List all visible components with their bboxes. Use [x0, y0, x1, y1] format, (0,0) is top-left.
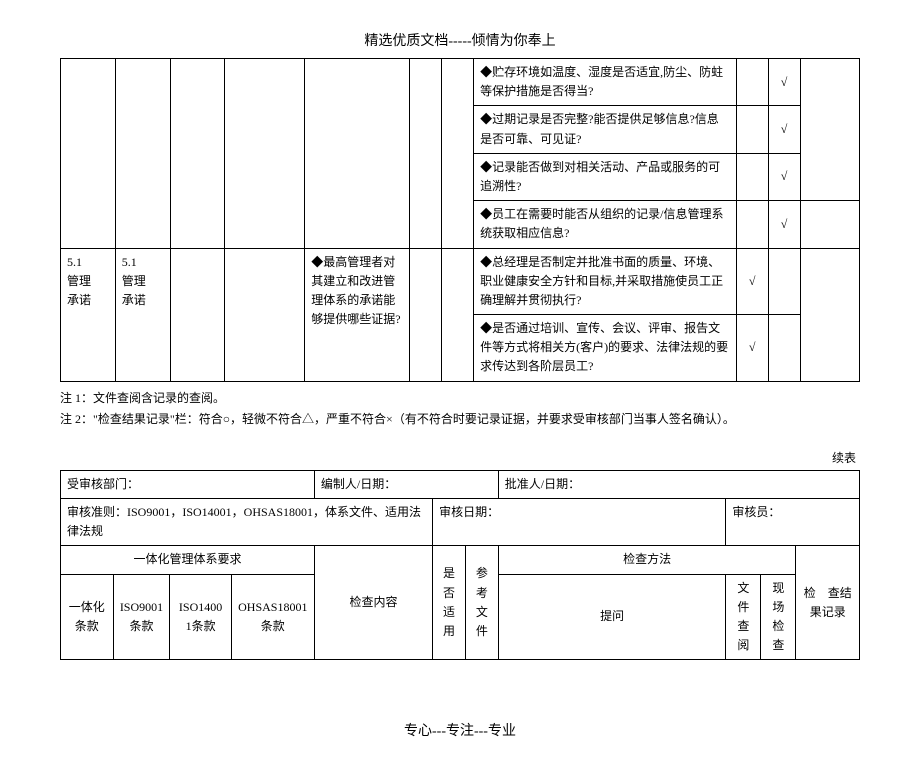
col-subheader: ISO14001条款	[170, 574, 231, 660]
note-2: 注 2："检查结果记录"栏：符合○，轻微不符合△，严重不符合×（有不符合时要记录…	[60, 409, 860, 431]
question-cell: ◆总经理是否制定并批准书面的质量、环境、职业健康安全方针和目标,并采取措施使员工…	[474, 248, 737, 315]
col-header: 检 查结果记录	[796, 546, 860, 660]
table-row: 审核准则：ISO9001，ISO14001，OHSAS18001，体系文件、适用…	[61, 499, 860, 546]
col-subheader: 一体化条款	[61, 574, 114, 660]
col-subheader: 提问	[498, 574, 726, 660]
clause-cell	[170, 248, 225, 381]
page-header: 精选优质文档-----倾情为你奉上	[60, 30, 860, 50]
content-cell: ◆最高管理者对其建立和改进管理体系的承诺能够提供哪些证据?	[305, 248, 410, 381]
clause-cell: 5.1 管理 承诺	[61, 248, 116, 381]
editor-cell: 编制人/日期：	[314, 470, 498, 498]
doc-check	[736, 201, 768, 248]
site-check: √	[768, 201, 800, 248]
audit-date-cell: 审核日期：	[433, 499, 726, 546]
col-header: 检查方法	[498, 546, 796, 574]
result-cell	[800, 201, 859, 248]
clause-cell	[225, 248, 305, 381]
site-check	[768, 248, 800, 315]
criteria-cell: 审核准则：ISO9001，ISO14001，OHSAS18001，体系文件、适用…	[61, 499, 433, 546]
site-check	[768, 315, 800, 382]
col-subheader: 现场检查	[761, 574, 796, 660]
site-check: √	[768, 106, 800, 153]
applicable-cell	[410, 248, 442, 381]
table-row: 一体化管理体系要求 检查内容 是否适用 参考文件 检查方法 检 查结果记录	[61, 546, 860, 574]
question-cell: ◆记录能否做到对相关活动、产品或服务的可追溯性?	[474, 153, 737, 200]
ref-cell	[442, 248, 474, 381]
audit-table-top: ◆贮存环境如温度、湿度是否适宜,防尘、防蛀等保护措施是否得当? √ ◆过期记录是…	[60, 58, 860, 382]
table-row: 受审核部门： 编制人/日期： 批准人/日期：	[61, 470, 860, 498]
question-cell: ◆贮存环境如温度、湿度是否适宜,防尘、防蛀等保护措施是否得当?	[474, 59, 737, 106]
col-header: 是否适用	[433, 546, 466, 660]
note-1: 注 1：文件查阅含记录的查阅。	[60, 388, 860, 410]
doc-check	[736, 106, 768, 153]
result-cell	[800, 248, 859, 381]
notes-block: 注 1：文件查阅含记录的查阅。 注 2："检查结果记录"栏：符合○，轻微不符合△…	[60, 388, 860, 431]
result-cell	[800, 59, 859, 201]
auditor-cell: 审核员：	[726, 499, 860, 546]
col-header: 检查内容	[314, 546, 432, 660]
dept-cell: 受审核部门：	[61, 470, 315, 498]
page-footer: 专心---专注---专业	[60, 720, 860, 740]
table-row: 5.1 管理 承诺 5.1 管理 承诺 ◆最高管理者对其建立和改进管理体系的承诺…	[61, 248, 860, 315]
question-cell: ◆员工在需要时能否从组织的记录/信息管理系统获取相应信息?	[474, 201, 737, 248]
question-cell: ◆过期记录是否完整?能否提供足够信息?信息是否可靠、可见证?	[474, 106, 737, 153]
doc-check	[736, 59, 768, 106]
approver-cell: 批准人/日期：	[498, 470, 859, 498]
col-header: 一体化管理体系要求	[61, 546, 315, 574]
doc-check: √	[736, 248, 768, 315]
doc-check: √	[736, 315, 768, 382]
question-cell: ◆是否通过培训、宣传、会议、评审、报告文件等方式将相关方(客户)的要求、法律法规…	[474, 315, 737, 382]
table-row: ◆贮存环境如温度、湿度是否适宜,防尘、防蛀等保护措施是否得当? √	[61, 59, 860, 106]
doc-check	[736, 153, 768, 200]
col-header: 参考文件	[465, 546, 498, 660]
site-check: √	[768, 153, 800, 200]
col-subheader: 文件查阅	[726, 574, 761, 660]
col-subheader: OHSAS18001条款	[231, 574, 314, 660]
continued-label: 续表	[60, 449, 856, 466]
audit-table-header: 受审核部门： 编制人/日期： 批准人/日期： 审核准则：ISO9001，ISO1…	[60, 470, 860, 661]
clause-cell: 5.1 管理 承诺	[115, 248, 170, 381]
site-check: √	[768, 59, 800, 106]
col-subheader: ISO9001条款	[113, 574, 170, 660]
